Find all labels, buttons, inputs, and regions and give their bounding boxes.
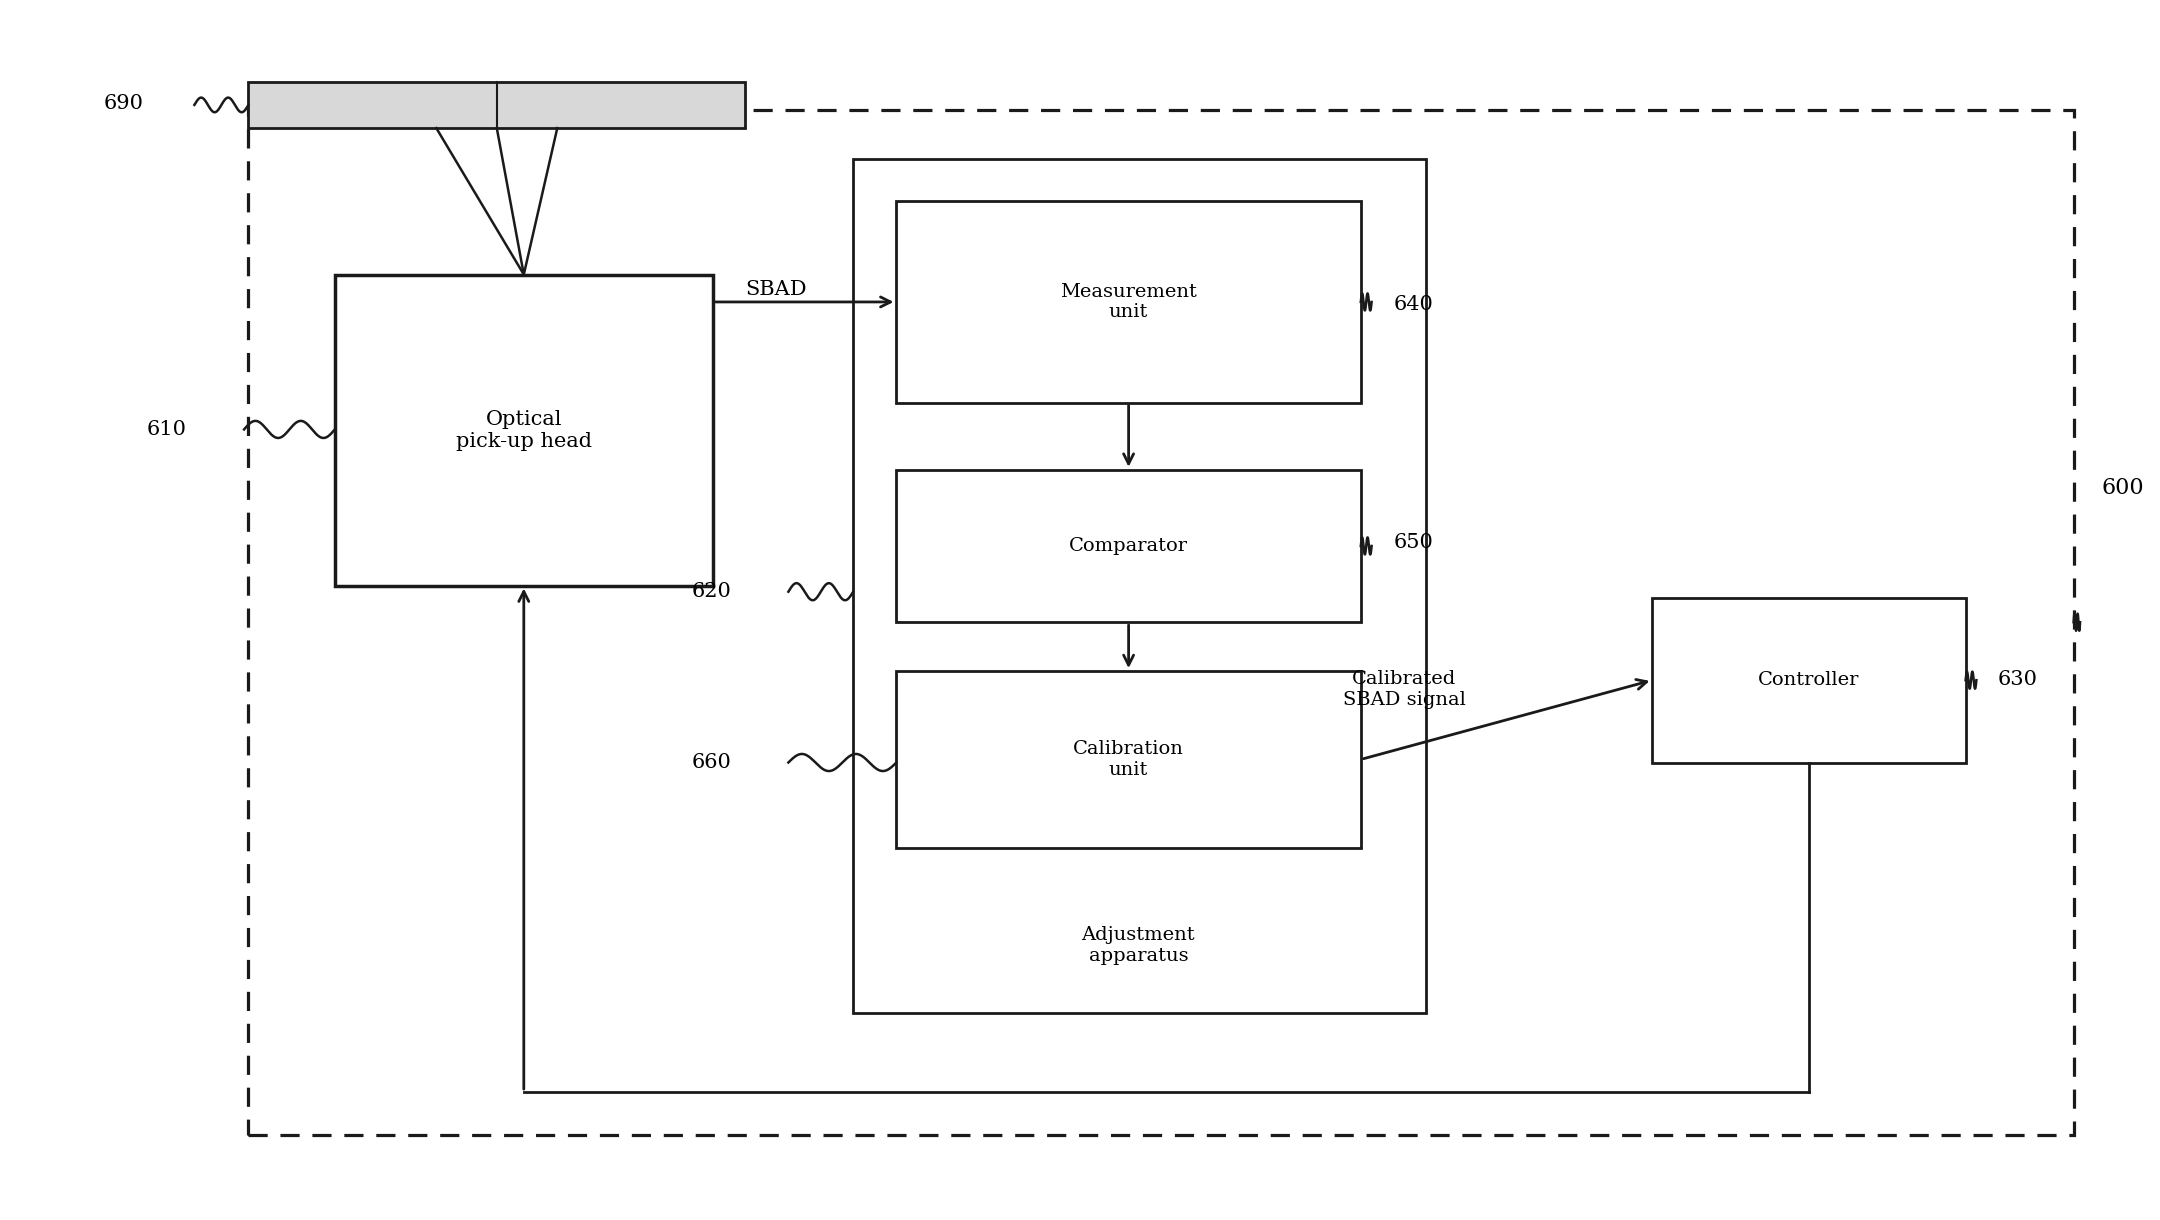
Text: SBAD: SBAD [745,279,808,299]
Bar [896,671,1361,848]
Bar [335,274,713,586]
Text: Calibration
unit: Calibration unit [1074,741,1184,778]
Text: Calibrated
SBAD signal: Calibrated SBAD signal [1344,670,1464,709]
Text: 620: 620 [691,582,730,601]
Text: 640: 640 [1393,295,1432,315]
Bar [896,470,1361,622]
Bar [1652,598,1966,762]
Text: Optical
pick-up head: Optical pick-up head [456,410,592,450]
Bar [853,159,1426,1013]
Text: 650: 650 [1393,533,1432,553]
Text: 690: 690 [104,94,145,113]
Text: Comparator: Comparator [1069,537,1188,555]
Bar [248,110,2074,1135]
Bar [248,82,745,128]
Bar [896,201,1361,403]
Text: 630: 630 [1998,670,2039,689]
Text: 610: 610 [147,420,188,439]
Text: 600: 600 [2102,477,2145,499]
Text: Adjustment
apparatus: Adjustment apparatus [1082,926,1194,965]
Text: 660: 660 [691,753,730,772]
Text: Measurement
unit: Measurement unit [1061,283,1197,321]
Text: Controller: Controller [1758,671,1860,689]
